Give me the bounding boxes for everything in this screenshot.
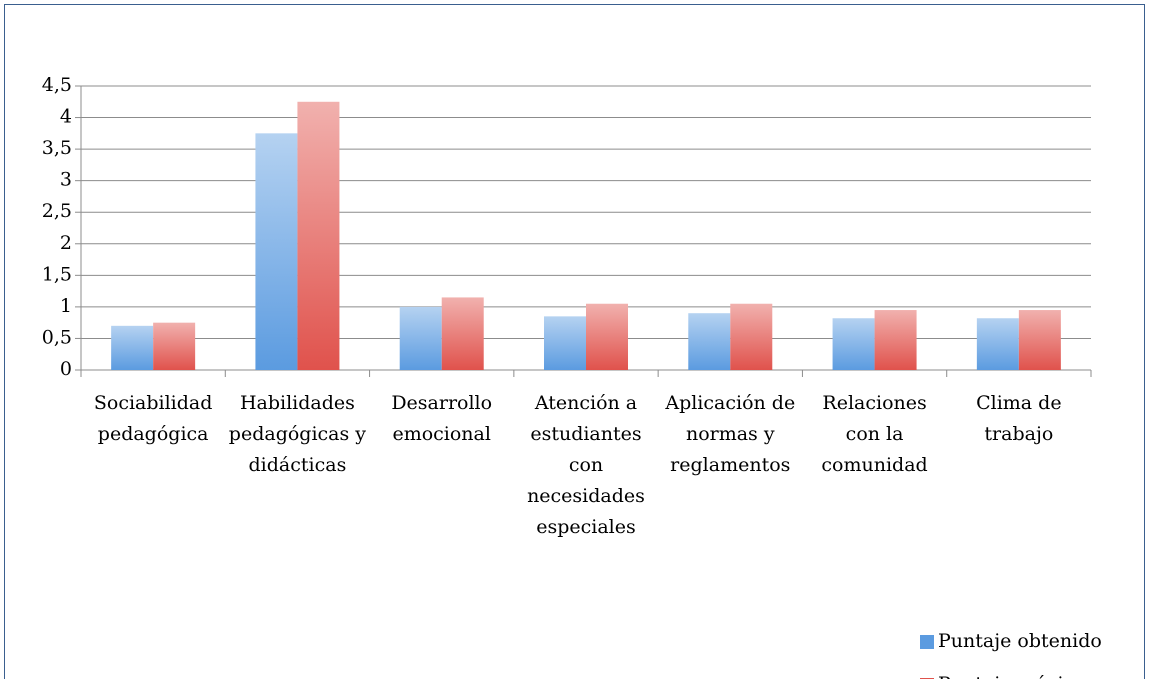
x-tick-label: Habilidades pedagógicas y didácticas — [228, 392, 367, 476]
y-tick-label: 1,5 — [42, 263, 72, 285]
y-tick-label: 3,5 — [42, 137, 72, 159]
x-tick-label: Atención a estudiantes con necesidades e… — [527, 392, 645, 538]
bar — [688, 313, 731, 370]
legend-label: Puntaje obtenido — [938, 630, 1102, 652]
x-tick-label: Desarrollo emocional — [391, 392, 493, 445]
y-tick-label: 0,5 — [42, 326, 72, 348]
bar — [544, 316, 586, 370]
chart-frame — [4, 4, 1145, 679]
bar — [441, 297, 484, 370]
bar — [874, 310, 917, 370]
x-tick-label: Clima de trabajo — [976, 392, 1062, 445]
legend-label: Puntaje máximo — [938, 673, 1093, 679]
y-tick-label: 2 — [60, 232, 72, 254]
bar — [730, 303, 773, 370]
bar — [111, 325, 154, 370]
y-tick-label: 2,5 — [42, 200, 72, 222]
bar — [832, 318, 875, 370]
x-tick-label: Relaciones con la comunidad — [821, 392, 928, 476]
y-tick-label: 4,5 — [42, 74, 72, 96]
legend-swatch — [920, 635, 934, 649]
bar — [586, 303, 628, 370]
y-tick-label: 1 — [60, 295, 72, 317]
x-tick-label: Aplicación de normas y reglamentos — [665, 392, 796, 476]
y-tick-label: 3 — [60, 169, 72, 191]
x-tick-label: Sociabilidad pedagógica — [93, 392, 213, 445]
bar — [153, 322, 196, 370]
y-tick-label: 4 — [60, 106, 72, 128]
bar — [976, 318, 1019, 370]
y-tick-label: 0 — [60, 358, 72, 380]
bar — [399, 306, 442, 370]
bar — [255, 133, 298, 370]
bar — [297, 101, 340, 371]
bar — [1018, 310, 1061, 370]
